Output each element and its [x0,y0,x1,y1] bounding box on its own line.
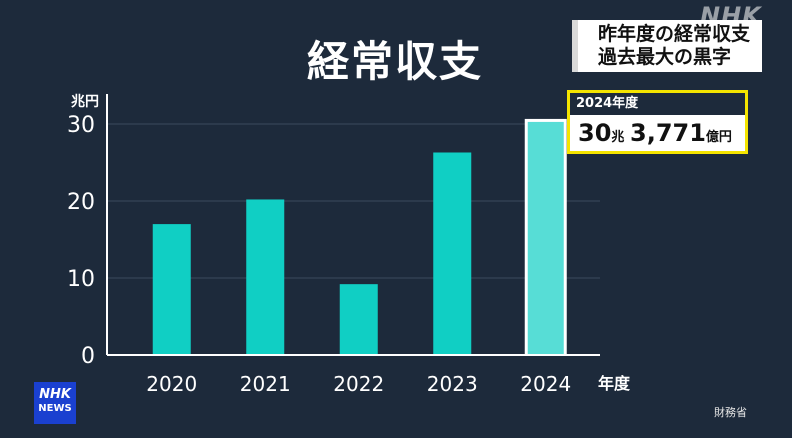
callout-value: 30兆 3,771億円 [578,119,732,147]
x-tick-label: 2022 [333,372,384,396]
chart-title: 経常収支 [306,37,483,86]
y-tick-label: 0 [81,344,95,369]
callout-num-1: 30 [578,119,612,147]
bar [246,199,285,355]
x-tick-label: 2020 [146,372,197,396]
headline-line-2: 過去最大の黒字 [598,46,732,68]
callout-year: 2024年度 [570,93,745,115]
y-tick-label: 20 [67,190,95,215]
value-callout: 2024年度 30兆 3,771億円 [567,90,748,154]
y-axis-label: 兆円 [71,94,99,110]
bar [339,284,378,355]
x-tick-label: 2023 [427,372,478,396]
y-tick-label: 10 [67,267,95,292]
y-tick-label: 30 [67,113,95,138]
badge-bottom-text: NEWS [38,403,72,414]
x-axis-label: 年度 [598,374,631,393]
nhk-news-badge: NHK NEWS [34,382,76,424]
bar [152,224,191,355]
nhk-logo: NHK [700,2,762,30]
callout-unit-1: 兆 [611,130,625,145]
headline-line-1: 昨年度の経常収支 [598,23,751,45]
x-tick-label: 2021 [240,372,291,396]
bar [433,152,472,355]
badge-top-text: NHK [39,387,71,402]
x-tick-label: 2024 [520,372,571,396]
callout-unit-2: 億円 [705,130,732,145]
headline-caption: 昨年度の経常収支 過去最大の黒字 [572,20,762,72]
callout-num-2: 3,771 [630,119,706,147]
bar [527,121,564,355]
source-label: 財務省 [714,406,747,419]
